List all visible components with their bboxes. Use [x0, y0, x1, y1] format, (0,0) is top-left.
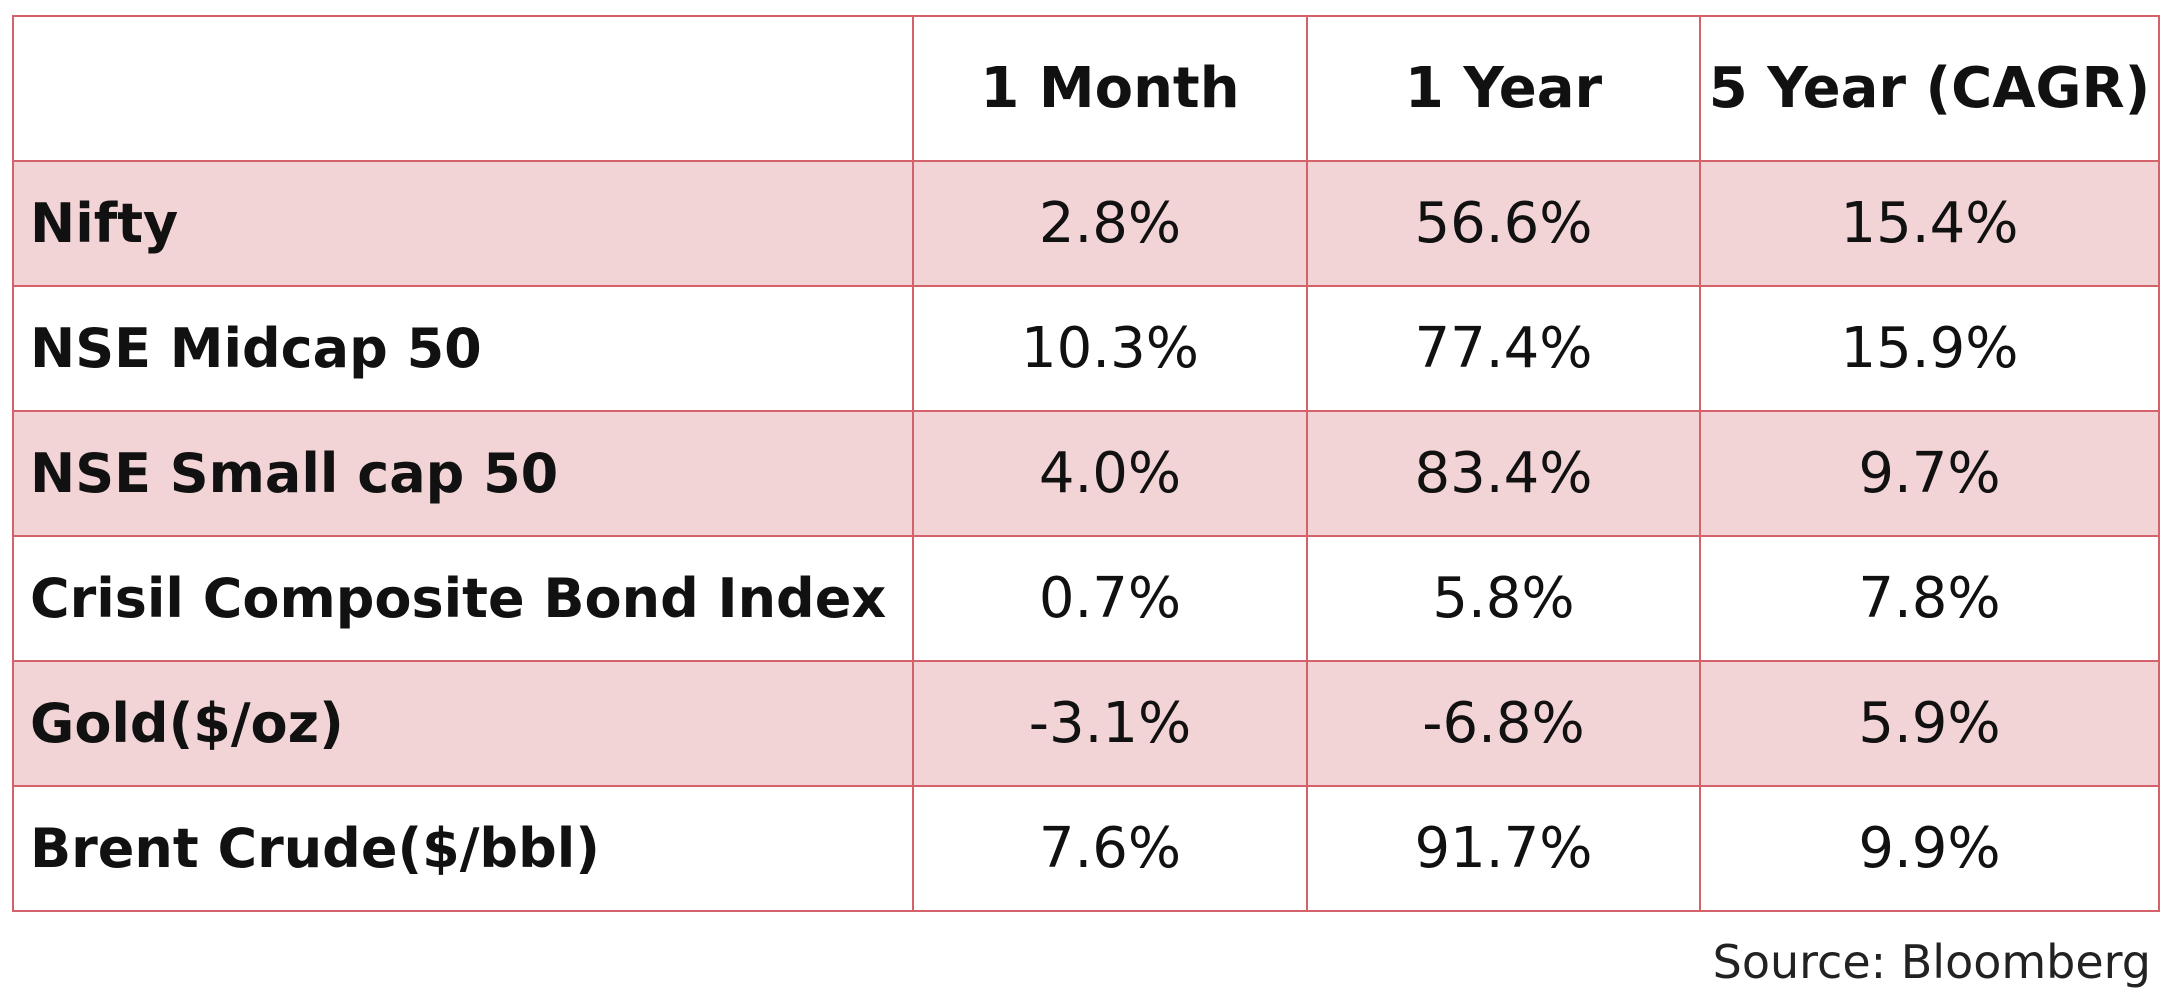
value-1-year: -6.8% — [1306, 660, 1701, 787]
value-1-year: 91.7% — [1306, 785, 1701, 912]
table-row: NSE Midcap 50 10.3% 77.4% 15.9% — [12, 285, 2160, 412]
header-row: 1 Month 1 Year 5 Year (CAGR) — [12, 15, 2160, 162]
value-1-year: 83.4% — [1306, 410, 1701, 537]
header-cell-5-year-cagr: 5 Year (CAGR) — [1699, 15, 2160, 162]
value-5-year-cagr: 9.9% — [1699, 785, 2160, 912]
row-label: Brent Crude($/bbl) — [12, 785, 914, 912]
row-label: Gold($/oz) — [12, 660, 914, 787]
value-1-month: 0.7% — [912, 535, 1308, 662]
value-5-year-cagr: 15.9% — [1699, 285, 2160, 412]
row-label: Nifty — [12, 160, 914, 287]
value-1-month: 4.0% — [912, 410, 1308, 537]
table-row: Gold($/oz) -3.1% -6.8% 5.9% — [12, 660, 2160, 787]
table-row: Nifty 2.8% 56.6% 15.4% — [12, 160, 2160, 287]
header-cell-blank — [12, 15, 914, 162]
value-1-month: 7.6% — [912, 785, 1308, 912]
table-row: Brent Crude($/bbl) 7.6% 91.7% 9.9% — [12, 785, 2160, 912]
value-5-year-cagr: 7.8% — [1699, 535, 2160, 662]
table-row: Crisil Composite Bond Index 0.7% 5.8% 7.… — [12, 535, 2160, 662]
header-cell-1-month: 1 Month — [912, 15, 1308, 162]
value-1-year: 5.8% — [1306, 535, 1701, 662]
value-1-month: -3.1% — [912, 660, 1308, 787]
value-1-month: 2.8% — [912, 160, 1308, 287]
value-5-year-cagr: 15.4% — [1699, 160, 2160, 287]
value-5-year-cagr: 9.7% — [1699, 410, 2160, 537]
table-row: NSE Small cap 50 4.0% 83.4% 9.7% — [12, 410, 2160, 537]
value-5-year-cagr: 5.9% — [1699, 660, 2160, 787]
source-note: Source: Bloomberg — [1712, 935, 2151, 989]
row-label: NSE Small cap 50 — [12, 410, 914, 537]
value-1-year: 56.6% — [1306, 160, 1701, 287]
row-label: Crisil Composite Bond Index — [12, 535, 914, 662]
header-cell-1-year: 1 Year — [1306, 15, 1701, 162]
value-1-month: 10.3% — [912, 285, 1308, 412]
value-1-year: 77.4% — [1306, 285, 1701, 412]
row-label: NSE Midcap 50 — [12, 285, 914, 412]
returns-table: 1 Month 1 Year 5 Year (CAGR) Nifty 2.8% … — [12, 15, 2160, 912]
